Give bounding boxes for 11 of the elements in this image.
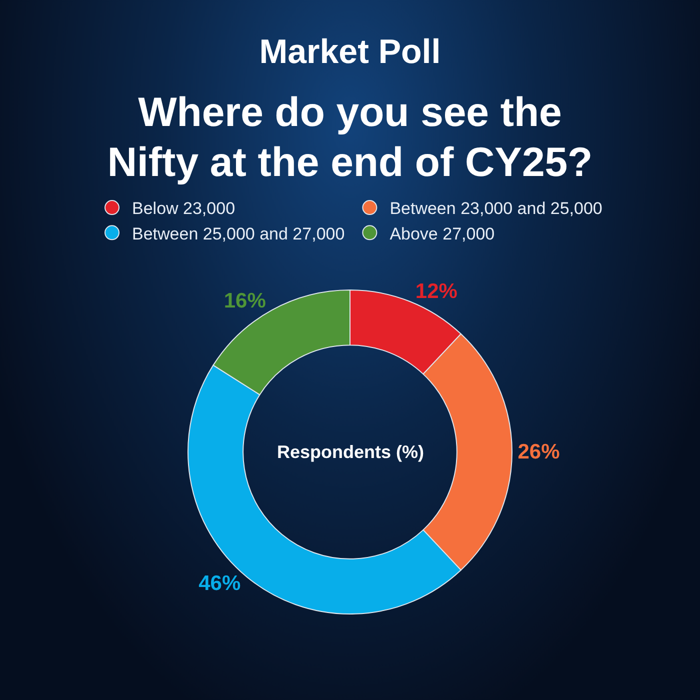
data-label: 26% <box>518 440 560 464</box>
text: Respondents (%) <box>277 442 424 462</box>
data-label: 12% <box>415 280 458 303</box>
chart-title: Market Poll <box>258 32 442 72</box>
data-label: 16% <box>224 290 266 313</box>
legend-label: Below 23,000 <box>132 199 236 218</box>
legend-label: Above 27,000 <box>390 224 495 244</box>
legend-label: Between 25,000 and 27,000 <box>132 224 345 244</box>
chart-subtitle: Where do you see the Nifty at the end of CY25? <box>106 88 594 187</box>
legend-label: Between 23,000 and 25,000 <box>390 199 602 218</box>
data-label: 46% <box>198 572 241 596</box>
